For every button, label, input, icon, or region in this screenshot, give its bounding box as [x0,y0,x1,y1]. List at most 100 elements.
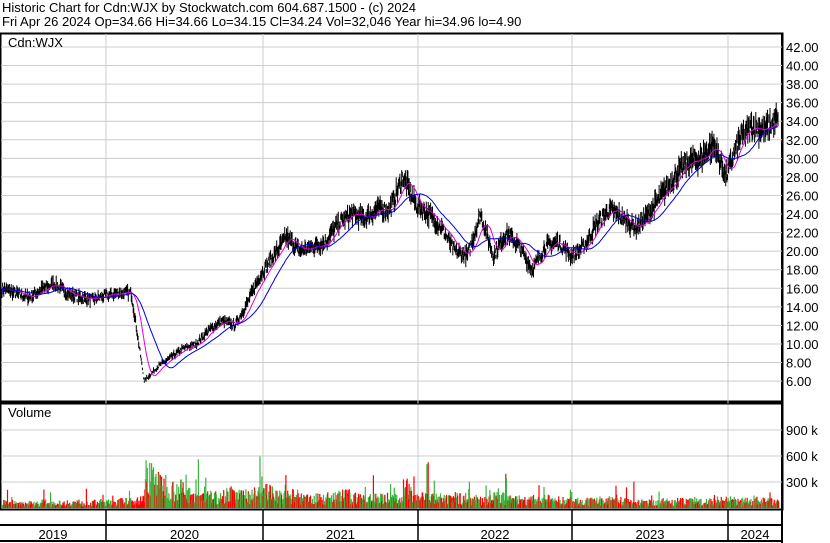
volume-bar [6,489,9,508]
volume-bar [302,500,304,508]
volume-bar [261,476,263,508]
volume-bar [768,501,770,508]
volume-bar [519,501,522,508]
volume-bar [660,500,662,508]
volume-bar [604,502,607,508]
volume-bar [26,504,28,508]
volume-bar [635,502,637,508]
volume-bar [322,494,325,508]
y-tick-label: 10.00 [786,337,819,352]
volume-bar [661,498,663,508]
volume-bar [763,498,765,508]
volume-bar [391,494,393,508]
volume-bar [612,498,614,508]
volume-bar [53,501,55,508]
volume-bar [220,499,222,508]
volume-bar [736,505,738,508]
volume-bar [760,503,762,508]
volume-bar [113,501,115,508]
volume-bar [484,499,486,508]
volume-bar [605,498,607,508]
volume-bar [314,503,316,508]
volume-bar [315,493,317,508]
volume-bar [86,501,88,508]
volume-bar [373,493,375,508]
volume-bar [13,504,15,508]
volume-bar [29,500,31,508]
volume-bar [608,496,610,508]
volume-bar [532,495,535,508]
volume-bar [290,494,292,508]
volume-bar [550,498,552,508]
volume-bar [189,487,191,508]
volume-bar [485,485,487,508]
volume-bar [750,499,752,508]
volume-bar [576,501,578,508]
volume-bar [516,499,519,508]
volume-bar [165,474,167,508]
volume-bar [63,501,65,508]
volume-bar [527,499,529,508]
volume-bar [181,487,183,508]
volume-bar [251,489,253,508]
volume-bar [245,489,247,508]
volume-bar [356,497,358,508]
volume-bar [680,498,682,508]
volume-bar [94,499,96,508]
volume-bar [771,505,773,508]
volume-bar [11,497,13,508]
volume-bar [665,500,667,508]
volume-bar [410,490,413,508]
volume-bar [599,496,601,508]
volume-bar [176,484,178,508]
price-bars [1,102,779,383]
volume-bar [497,488,499,508]
volume-bar [588,498,590,508]
panel-title: Cdn:WJX [8,35,63,50]
volume-bar [271,499,273,508]
volume-bar [327,497,329,508]
volume-bar [712,503,714,508]
volume-bar [33,501,35,508]
x-tick-label: 2020 [170,527,199,542]
volume-bar [5,501,7,508]
volume-bar [500,494,503,508]
volume-bar [255,495,257,508]
volume-bar [450,496,452,508]
volume-bar [209,494,211,508]
volume-bar [56,503,58,508]
volume-bar [369,494,371,508]
volume-bar [384,494,386,508]
volume-bar [459,493,461,508]
volume-bar [413,476,415,508]
volume-bar [306,494,309,508]
volume-bar [426,464,428,508]
volume-bar [125,498,127,508]
volume-bar [377,496,379,508]
volume-bar [69,505,71,508]
volume-bar [403,488,405,508]
y-tick-label: 32.00 [786,133,819,148]
volume-bar [143,496,145,508]
volume-bar [651,495,653,508]
volume-bar [536,501,538,508]
volume-bar [479,496,482,508]
volume-bar [737,498,739,508]
volume-bar [82,506,84,508]
volume-bar [140,496,142,508]
volume-bar [229,487,231,508]
volume-bar [431,494,433,508]
x-tick-label: 2022 [481,527,510,542]
x-tick-label: 2019 [39,527,68,542]
volume-bar [141,501,143,508]
volume-bar [294,497,296,508]
volume-bar [688,505,690,508]
volume-bar [569,489,571,508]
volume-bar [321,499,323,508]
volume-bar [572,500,575,508]
volume-bar [584,502,586,508]
volume-bar [523,500,525,508]
volume-bar [354,492,357,508]
volume-bar [437,496,439,508]
